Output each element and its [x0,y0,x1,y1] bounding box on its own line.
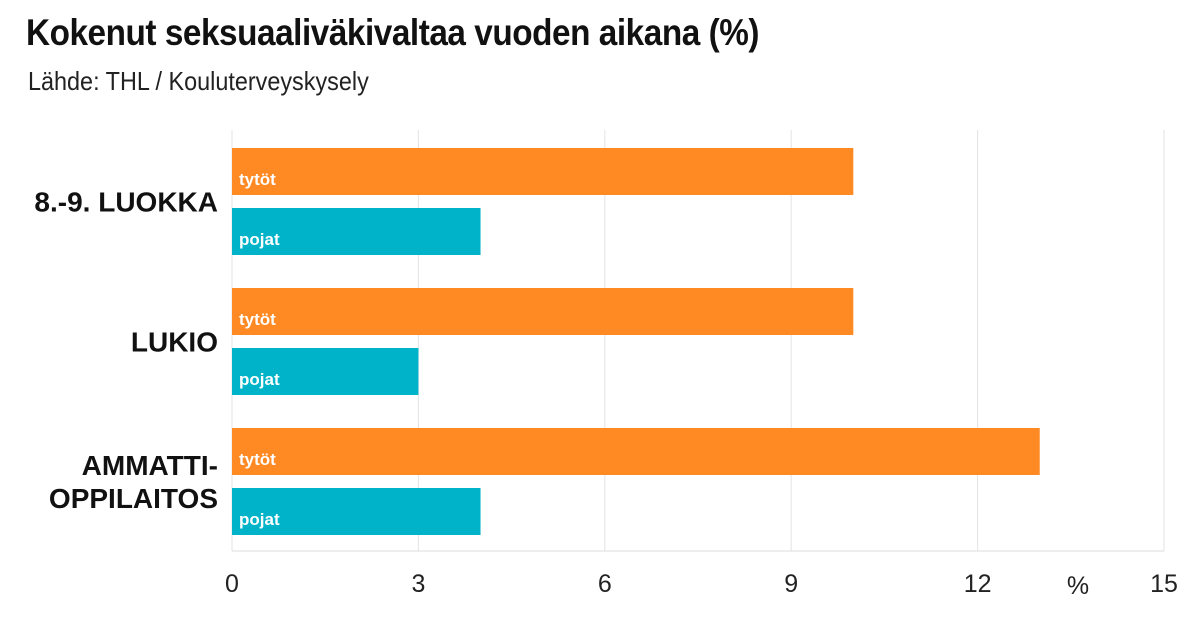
x-tick-label: 9 [784,570,798,598]
chart-title: Kokenut seksuaaliväkivaltaa vuoden aikan… [26,12,760,53]
chart-subtitle: Lähde: THL / Kouluterveyskysely [28,66,369,96]
x-tick-label: 6 [598,570,612,598]
category-label: LUKIO [131,327,218,358]
bar-label: tytöt [239,170,276,189]
bar-label: pojat [239,230,280,249]
category-label: 8.-9. LUOKKA [34,187,218,218]
bar-label: pojat [239,370,280,389]
bar-pojat-2 [232,488,481,535]
bar-tytt-1 [232,288,854,335]
bar-pojat-0 [232,208,481,255]
bar-pojat-1 [232,348,419,395]
x-tick-label: 3 [411,570,425,598]
x-tick-label: 0 [225,570,239,598]
bar-tytt-0 [232,148,854,195]
category-label: OPPILAITOS [49,483,218,514]
x-tick-label: 15 [1150,570,1178,598]
bar-tytt-2 [232,428,1040,475]
x-axis-unit: % [1067,572,1089,600]
x-tick-label: 12 [964,570,992,598]
category-label: AMMATTI- [82,450,218,481]
bar-label: tytöt [239,450,276,469]
bar-label: pojat [239,510,280,529]
bar-label: tytöt [239,310,276,329]
